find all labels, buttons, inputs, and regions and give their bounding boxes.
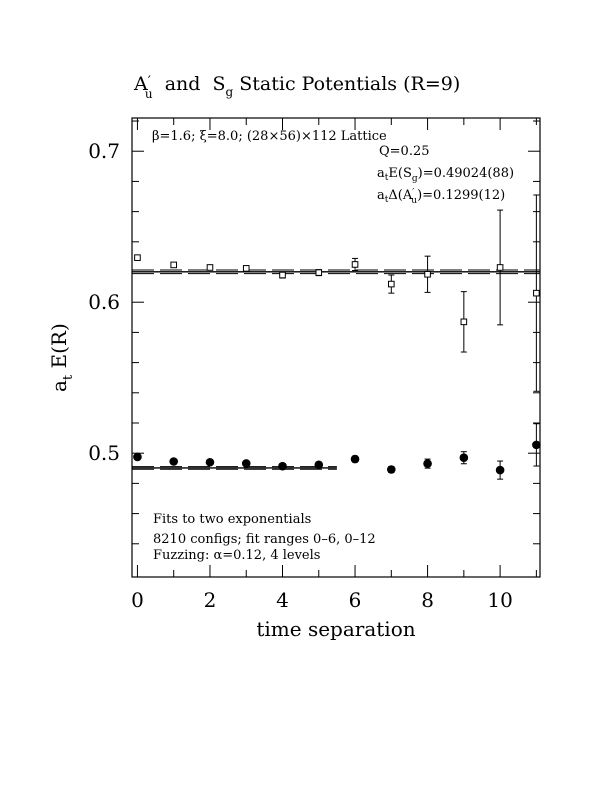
data-point-circle — [169, 457, 179, 466]
data-point-square — [170, 261, 178, 269]
x-tick-label: 8 — [421, 588, 434, 612]
y-tick-label: 0.6 — [88, 290, 120, 314]
data-point-circle — [314, 460, 324, 470]
y-tick-label: 0.7 — [88, 139, 120, 163]
annotation-energy: atE(Sg)=0.49024(88) — [377, 166, 514, 184]
data-point-circle — [241, 459, 251, 468]
data-point-square — [388, 280, 395, 288]
data-point-circle — [387, 465, 396, 474]
title-s-sub: g — [226, 85, 234, 99]
x-tick-label: 6 — [349, 588, 362, 612]
ylabel-a: a — [47, 380, 71, 392]
data-point-circle — [532, 440, 541, 450]
ylabel-rest: E(R) — [47, 323, 71, 368]
data-point-square — [315, 269, 323, 276]
annotation-fits: Fits to two exponentials — [153, 512, 311, 527]
data-point-square — [533, 289, 540, 297]
x-tick-label: 0 — [131, 588, 144, 612]
title-a-sub: u — [145, 87, 153, 101]
y-tick-label: 0.5 — [88, 441, 120, 465]
data-point-circle — [133, 452, 142, 462]
data-point-square — [460, 318, 468, 326]
title-and: and — [165, 73, 201, 95]
title-a-prime: ′ — [148, 74, 151, 90]
annotation-q: Q=0.25 — [379, 144, 430, 159]
x-tick-label: 2 — [204, 588, 217, 612]
annotation-configs: 8210 configs; fit ranges 0–6, 0–12 — [153, 532, 376, 547]
y-axis-label: at E(R) — [47, 323, 76, 392]
ylabel-a-sub: t — [61, 374, 76, 380]
data-points — [133, 194, 541, 480]
title-a: A — [133, 73, 148, 95]
x-tick-label: 10 — [487, 588, 512, 612]
title-s: S — [212, 73, 225, 95]
data-point-square — [424, 270, 431, 278]
data-point-square — [134, 254, 141, 261]
axis-ticks — [132, 118, 540, 577]
annotation-fuzzing: Fuzzing: α=0.12, 4 levels — [153, 548, 320, 563]
data-point-square — [206, 264, 214, 271]
data-point-circle — [278, 461, 287, 471]
plot-frame — [131, 117, 541, 578]
title-rest: Static Potentials (R=9) — [239, 73, 460, 95]
fit-lines — [132, 269, 540, 470]
data-point-circle — [423, 459, 432, 468]
data-point-square — [496, 264, 504, 271]
data-point-circle — [459, 453, 469, 463]
data-point-circle — [205, 457, 215, 467]
data-point-square — [351, 261, 359, 268]
chart-title: A′ u and Sg Static Potentials (R=9) — [133, 73, 460, 101]
annotation-gap: atΔ(A′ u)=0.1299(12) — [377, 188, 505, 206]
data-point-circle — [350, 454, 360, 464]
axis-tick-labels: 0 2 4 6 8 10 0.5 0.6 0.7 — [88, 139, 513, 612]
x-tick-label: 4 — [276, 588, 289, 612]
data-point-circle — [495, 465, 505, 475]
x-axis-label: time separation — [256, 617, 415, 641]
annotation-lattice: β=1.6; ξ=8.0; (28×56)×112 Lattice — [152, 129, 387, 144]
data-point-square — [279, 271, 286, 279]
data-point-square — [242, 265, 250, 272]
